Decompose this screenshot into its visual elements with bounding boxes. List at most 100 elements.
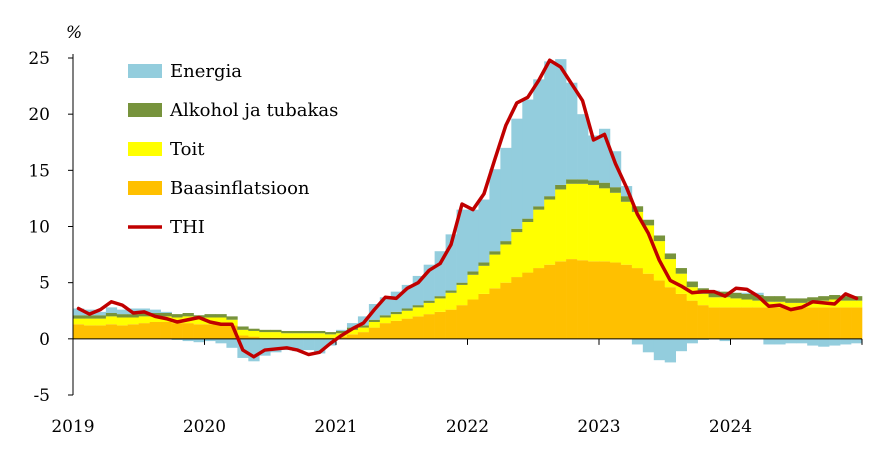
bar-energia-33 [434,251,446,297]
bar-baasinflatsioon-67 [807,307,819,339]
bar-baasinflatsioon-55 [675,293,687,339]
bar-toit-47 [588,184,600,262]
bar-baasinflatsioon-58 [708,307,720,339]
bar-alkohol-ja-tubakas-67 [807,297,819,302]
legend-label: Toit [170,139,205,160]
bar-alkohol-ja-tubakas-50 [620,196,633,202]
bar-alkohol-ja-tubakas-6 [138,313,151,317]
bar-toit-49 [609,192,622,263]
bar-baasinflatsioon-23 [325,337,337,339]
bar-energia-48 [599,128,611,183]
bar-alkohol-ja-tubakas-66 [796,298,808,303]
bar-energia-46 [577,114,589,180]
bar-alkohol-ja-tubakas-36 [467,271,479,275]
bar-energia-59 [719,338,731,342]
bar-energia-56 [686,338,698,344]
bar-energia-21 [303,338,315,351]
bar-alkohol-ja-tubakas-37 [478,262,490,266]
bar-baasinflatsioon-49 [609,262,622,339]
bar-baasinflatsioon-22 [314,337,326,339]
bar-energia-52 [642,338,655,353]
bar-alkohol-ja-tubakas-35 [456,282,468,285]
bar-energia-10 [182,338,194,342]
bar-toit-46 [577,183,589,261]
bar-alkohol-ja-tubakas-2 [94,315,107,319]
bar-energia-7 [149,309,161,313]
bar-toit-32 [423,302,435,315]
bar-baasinflatsioon-31 [412,316,424,339]
bar-baasinflatsioon-59 [719,307,731,339]
bar-baasinflatsioon-57 [697,305,709,339]
bar-energia-69 [829,338,841,346]
bar-baasinflatsioon-66 [796,307,808,339]
bar-toit-6 [138,316,151,324]
bar-toit-40 [511,232,523,278]
bar-baasinflatsioon-48 [599,261,611,339]
bar-alkohol-ja-tubakas-3 [105,313,118,317]
bar-alkohol-ja-tubakas-23 [325,332,337,335]
bar-baasinflatsioon-2 [94,325,107,339]
bar-alkohol-ja-tubakas-61 [741,293,753,300]
legend-swatch-baasinflatsioon [128,181,162,195]
bar-baasinflatsioon-5 [127,324,140,339]
bar-energia-17 [259,338,271,356]
bar-alkohol-ja-tubakas-46 [577,179,589,184]
bar-energia-40 [511,118,523,229]
bar-toit-57 [697,293,709,306]
y-tick-label: 5 [39,274,50,294]
bar-toit-31 [412,307,424,317]
bar-alkohol-ja-tubakas-12 [204,314,216,318]
bar-baasinflatsioon-10 [182,323,194,339]
bar-toit-22 [314,333,326,338]
bar-alkohol-ja-tubakas-30 [401,308,414,311]
bar-energia-43 [544,61,556,197]
bar-toit-4 [116,317,129,326]
bar-energia-25 [346,323,359,328]
bar-baasinflatsioon-13 [215,324,227,339]
bar-toit-60 [730,298,742,308]
y-tick-label: 25 [28,49,50,69]
bar-toit-26 [357,327,370,333]
bar-toit-2 [94,318,107,326]
bar-toit-58 [708,297,720,308]
bar-toit-37 [478,265,490,294]
y-tick-label: -5 [33,386,50,406]
bar-alkohol-ja-tubakas-40 [511,228,523,233]
bar-alkohol-ja-tubakas-69 [829,295,841,300]
bar-baasinflatsioon-0 [73,324,85,339]
x-tick-label: 2021 [314,417,357,437]
bar-baasinflatsioon-64 [774,307,786,339]
bar-baasinflatsioon-36 [467,299,479,339]
bar-baasinflatsioon-12 [204,324,216,339]
bar-baasinflatsioon-21 [303,337,315,339]
bar-alkohol-ja-tubakas-8 [160,313,172,317]
bar-energia-57 [697,338,709,340]
bar-energia-16 [248,338,260,362]
bar-toit-55 [675,273,687,294]
bar-baasinflatsioon-46 [577,260,589,339]
bar-energia-2 [94,311,107,316]
bar-toit-1 [83,318,96,326]
bar-baasinflatsioon-43 [544,264,556,339]
bar-toit-0 [73,318,85,325]
bar-toit-5 [127,317,140,325]
bar-baasinflatsioon-16 [248,336,260,339]
bar-toit-29 [390,314,403,321]
bar-baasinflatsioon-51 [631,268,644,339]
bar-baasinflatsioon-4 [116,325,129,339]
bar-baasinflatsioon-61 [741,307,753,339]
bar-alkohol-ja-tubakas-45 [566,179,578,184]
bar-energia-13 [215,338,227,344]
bar-baasinflatsioon-50 [620,264,633,339]
bar-energia-61 [741,292,753,294]
bar-baasinflatsioon-34 [445,309,457,339]
bar-energia-64 [774,338,786,345]
bar-baasinflatsioon-15 [237,335,249,339]
bar-alkohol-ja-tubakas-13 [215,314,227,318]
legend-label: Alkohol ja tubakas [169,100,338,121]
bar-energia-44 [555,59,567,185]
bar-baasinflatsioon-19 [281,337,293,339]
bar-energia-41 [522,99,534,219]
bar-alkohol-ja-tubakas-70 [840,296,852,301]
bar-toit-39 [500,244,512,283]
